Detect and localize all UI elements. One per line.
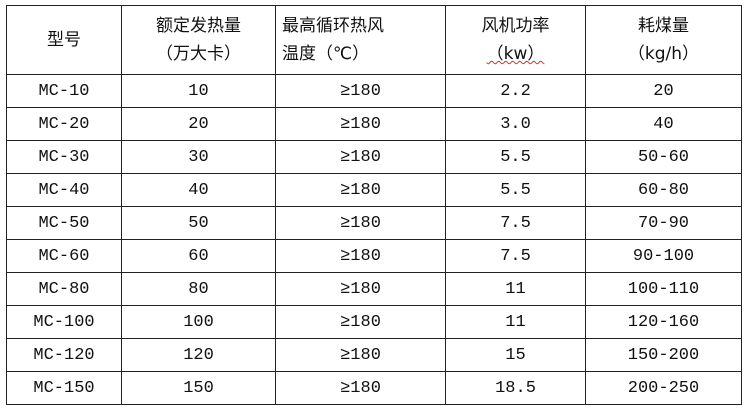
cell-max-temp: ≥180 xyxy=(275,305,446,339)
header-unit: 温度（℃） xyxy=(282,44,370,64)
cell-model: MC-120 xyxy=(6,338,122,372)
header-text: 耗煤量 xyxy=(638,16,689,36)
table-row: MC-60 60 ≥180 7.5 90-100 xyxy=(6,239,742,273)
cell-max-temp: ≥180 xyxy=(275,371,446,405)
cell-coal-consumption: 150-200 xyxy=(585,338,742,372)
cell-rated-heat: 80 xyxy=(121,272,276,306)
cell-model: MC-40 xyxy=(6,173,122,207)
cell-max-temp: ≥180 xyxy=(275,74,446,108)
header-text: 型号 xyxy=(47,30,81,50)
cell-model: MC-50 xyxy=(6,206,122,240)
cell-coal-consumption: 200-250 xyxy=(585,371,742,405)
header-unit: （kw） xyxy=(486,44,545,64)
cell-coal-consumption: 50-60 xyxy=(585,140,742,174)
header-model: 型号 xyxy=(6,5,122,75)
table-row: MC-120 120 ≥180 15 150-200 xyxy=(6,338,742,372)
cell-coal-consumption: 90-100 xyxy=(585,239,742,273)
cell-max-temp: ≥180 xyxy=(275,338,446,372)
cell-rated-heat: 100 xyxy=(121,305,276,339)
table-row: MC-50 50 ≥180 7.5 70-90 xyxy=(6,206,742,240)
table-row: MC-80 80 ≥180 11 100-110 xyxy=(6,272,742,306)
header-row: 型号 额定发热量 （万大卡） 最高循环热风 温度（℃） 风机功率 （kw） 耗煤量 （k… xyxy=(6,5,742,75)
cell-fan-power: 11 xyxy=(445,305,586,339)
cell-fan-power: 5.5 xyxy=(445,173,586,207)
table-row: MC-100 100 ≥180 11 120-160 xyxy=(6,305,742,339)
cell-model: MC-20 xyxy=(6,107,122,141)
table-row: MC-10 10 ≥180 2.2 20 xyxy=(6,74,742,108)
cell-max-temp: ≥180 xyxy=(275,107,446,141)
table-row: MC-20 20 ≥180 3.0 40 xyxy=(6,107,742,141)
cell-coal-consumption: 120-160 xyxy=(585,305,742,339)
header-fan-power: 风机功率 （kw） xyxy=(445,5,586,75)
cell-model: MC-80 xyxy=(6,272,122,306)
cell-fan-power: 3.0 xyxy=(445,107,586,141)
header-unit: （万大卡） xyxy=(156,44,241,64)
cell-max-temp: ≥180 xyxy=(275,173,446,207)
cell-coal-consumption: 70-90 xyxy=(585,206,742,240)
header-text: 最高循环热风 xyxy=(282,16,384,36)
cell-rated-heat: 30 xyxy=(121,140,276,174)
cell-fan-power: 5.5 xyxy=(445,140,586,174)
cell-coal-consumption: 20 xyxy=(585,74,742,108)
header-text: 风机功率 xyxy=(481,16,550,36)
cell-model: MC-30 xyxy=(6,140,122,174)
cell-model: MC-60 xyxy=(6,239,122,273)
cell-fan-power: 15 xyxy=(445,338,586,372)
header-unit: （kg/h） xyxy=(627,44,700,64)
table-row: MC-40 40 ≥180 5.5 60-80 xyxy=(6,173,742,207)
cell-max-temp: ≥180 xyxy=(275,272,446,306)
header-max-temp: 最高循环热风 温度（℃） xyxy=(275,5,446,75)
cell-fan-power: 7.5 xyxy=(445,239,586,273)
cell-coal-consumption: 40 xyxy=(585,107,742,141)
cell-coal-consumption: 60-80 xyxy=(585,173,742,207)
cell-rated-heat: 60 xyxy=(121,239,276,273)
header-coal-consumption: 耗煤量 （kg/h） xyxy=(585,5,742,75)
header-text: 额定发热量 xyxy=(156,16,241,36)
spec-table: 型号 额定发热量 （万大卡） 最高循环热风 温度（℃） 风机功率 （kw） 耗煤量 （k… xyxy=(6,5,742,405)
cell-fan-power: 18.5 xyxy=(445,371,586,405)
cell-max-temp: ≥180 xyxy=(275,140,446,174)
cell-max-temp: ≥180 xyxy=(275,206,446,240)
cell-rated-heat: 40 xyxy=(121,173,276,207)
header-rated-heat: 额定发热量 （万大卡） xyxy=(121,5,276,75)
cell-coal-consumption: 100-110 xyxy=(585,272,742,306)
cell-rated-heat: 20 xyxy=(121,107,276,141)
table-row: MC-30 30 ≥180 5.5 50-60 xyxy=(6,140,742,174)
cell-rated-heat: 120 xyxy=(121,338,276,372)
cell-fan-power: 2.2 xyxy=(445,74,586,108)
cell-max-temp: ≥180 xyxy=(275,239,446,273)
cell-model: MC-100 xyxy=(6,305,122,339)
cell-rated-heat: 150 xyxy=(121,371,276,405)
cell-fan-power: 11 xyxy=(445,272,586,306)
cell-fan-power: 7.5 xyxy=(445,206,586,240)
cell-model: MC-150 xyxy=(6,371,122,405)
cell-rated-heat: 10 xyxy=(121,74,276,108)
table-row: MC-150 150 ≥180 18.5 200-250 xyxy=(6,371,742,405)
cell-model: MC-10 xyxy=(6,74,122,108)
cell-rated-heat: 50 xyxy=(121,206,276,240)
